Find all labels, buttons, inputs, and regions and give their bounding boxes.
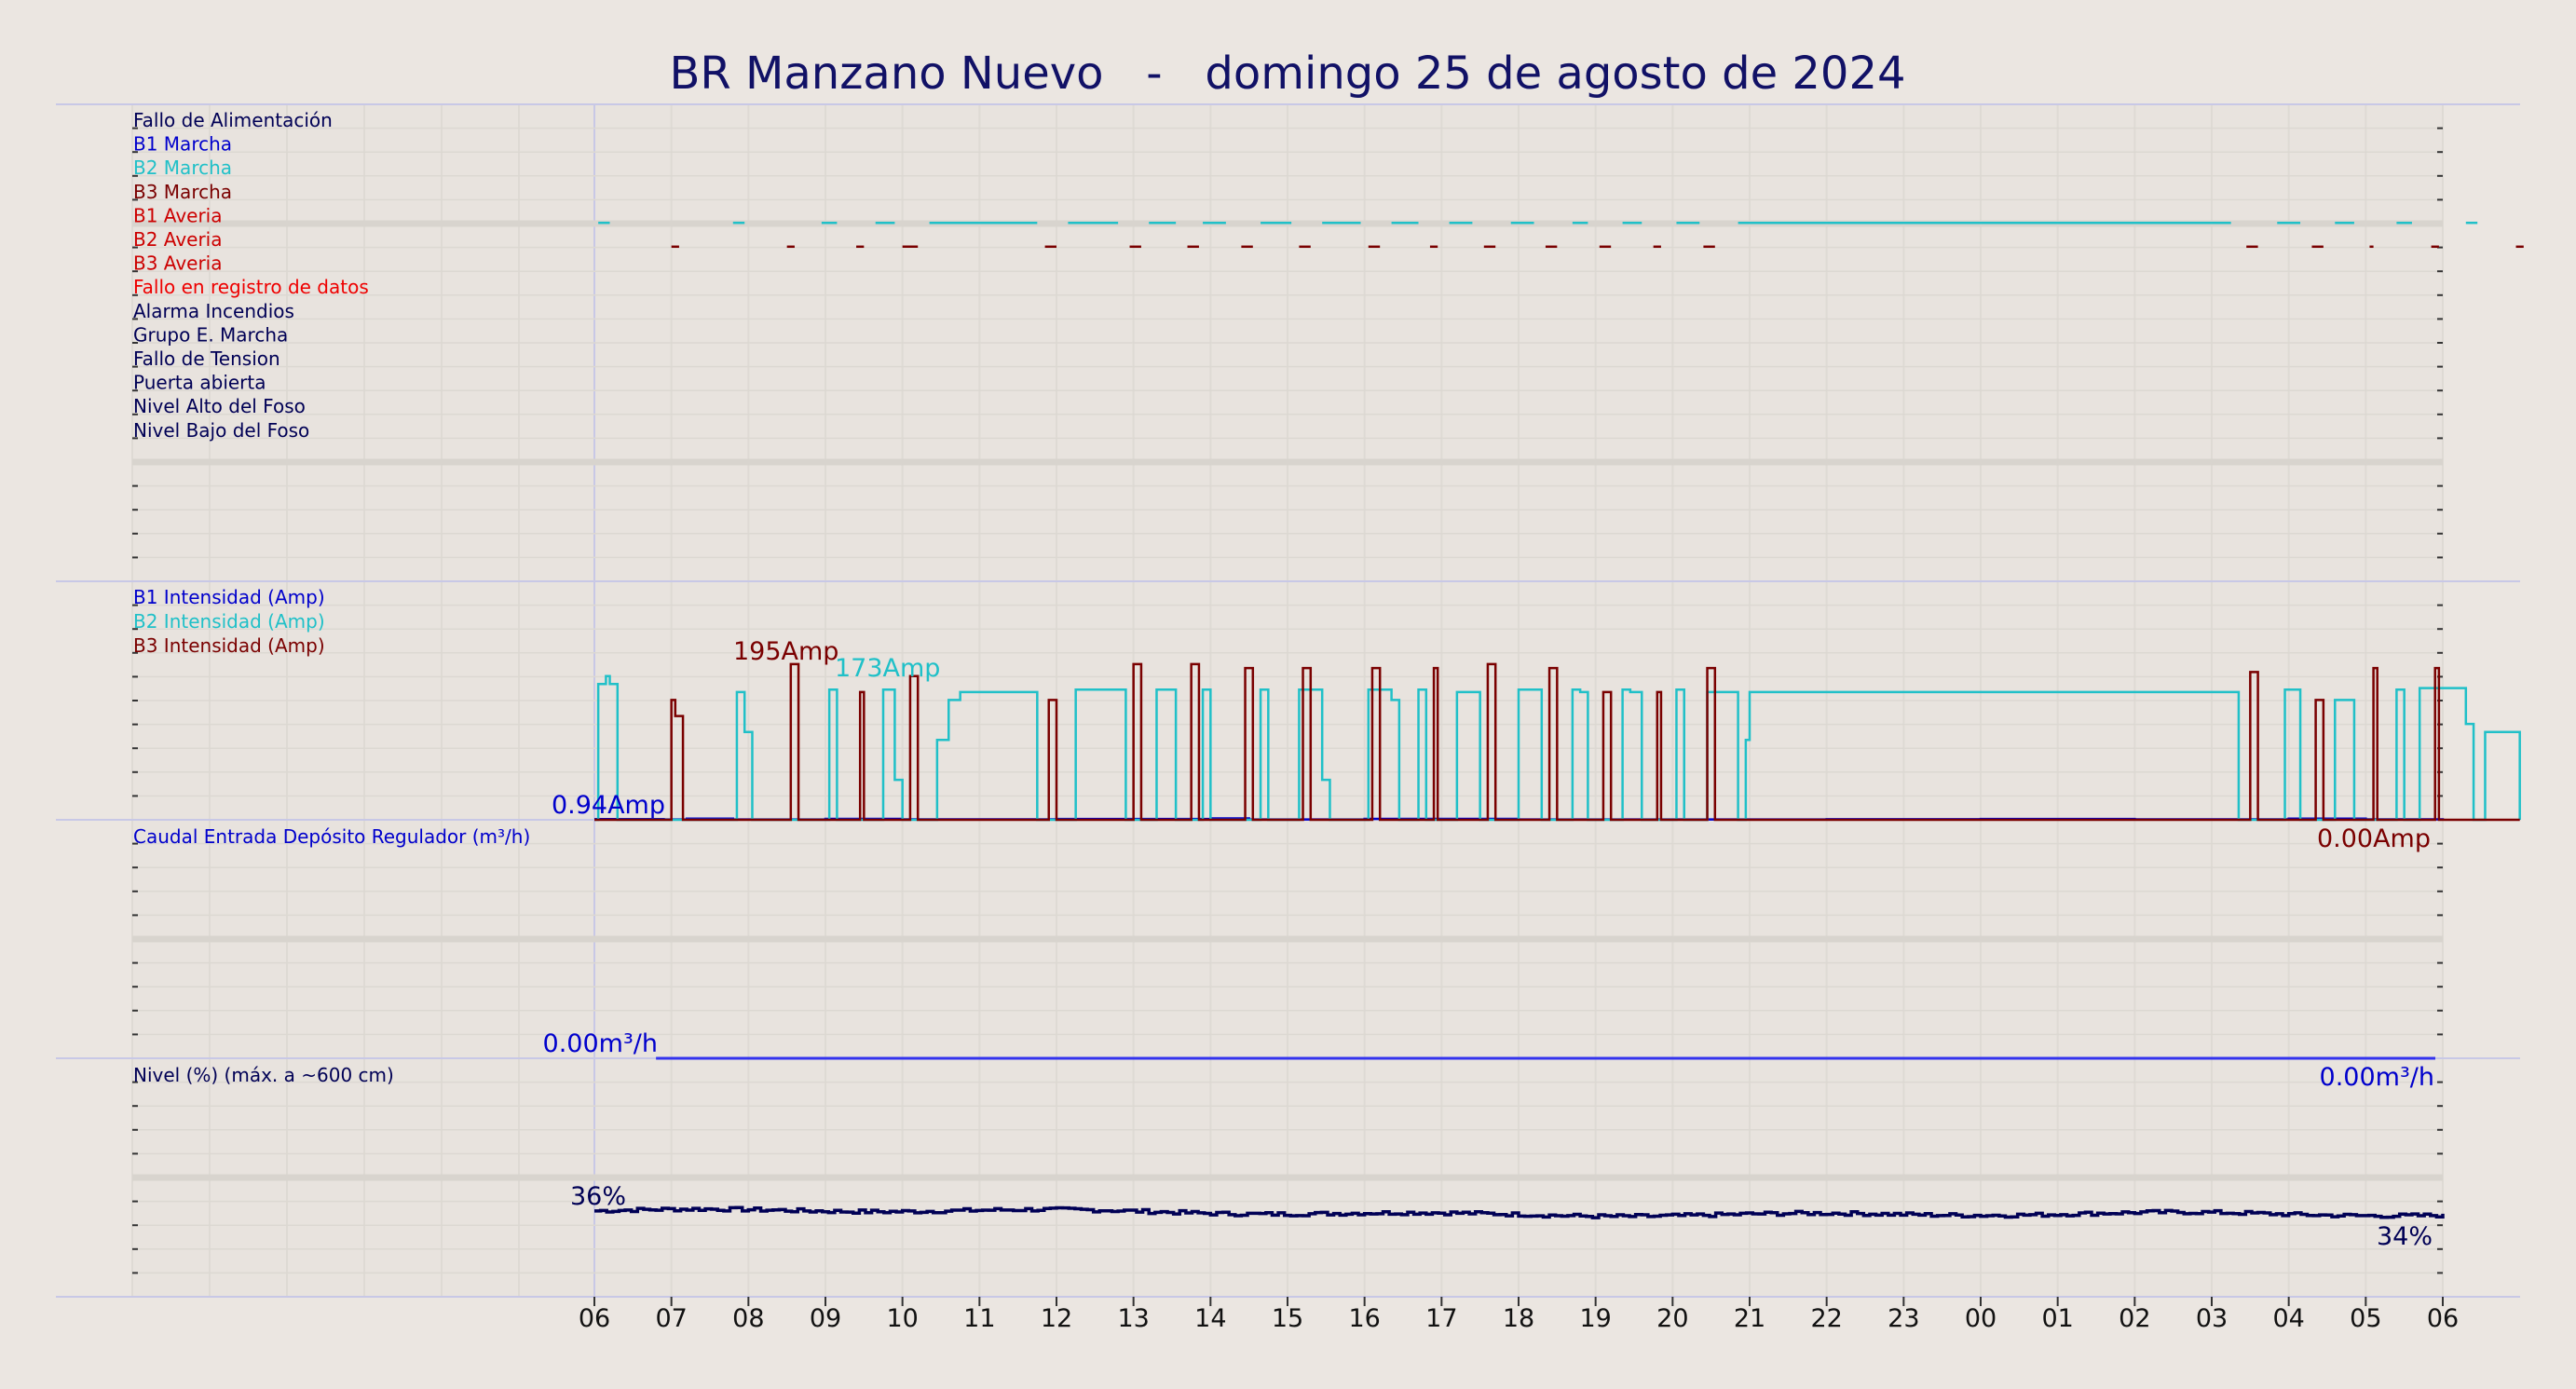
- signal-label: Grupo E. Marcha: [133, 323, 288, 346]
- label-end: 34%: [2377, 1222, 2433, 1251]
- signal-label: B1 Averia: [133, 204, 223, 226]
- x-tick-label: 08: [732, 1304, 764, 1333]
- signal-label: B2 Averia: [133, 228, 223, 251]
- signal-label: B2 Marcha: [133, 157, 232, 179]
- label-start: 0.00m³/h: [543, 1029, 658, 1058]
- series-label: B3 Intensidad (Amp): [133, 634, 325, 657]
- series-label: B1 Intensidad (Amp): [133, 586, 325, 608]
- signal-label: B3 Averia: [133, 252, 223, 275]
- signal-label: B3 Marcha: [133, 181, 232, 203]
- series-line: [594, 1205, 2445, 1219]
- x-axis: 06 07 08 09 10 11 12 13 14 15 16 17 18 19 20 21 22 23 00 01…: [579, 1297, 2459, 1333]
- x-tick-label: 03: [2196, 1304, 2228, 1333]
- x-tick-label: 01: [2041, 1304, 2073, 1333]
- x-tick-label: 13: [1117, 1304, 1149, 1333]
- x-tick-label: 04: [2272, 1304, 2304, 1333]
- x-tick-label: 23: [1888, 1304, 1919, 1333]
- x-tick-label: 17: [1425, 1304, 1457, 1333]
- label-b2-peak: 173Amp: [835, 654, 940, 683]
- x-tick-label: 00: [1965, 1304, 1997, 1333]
- signal-label: Fallo de Alimentación: [133, 109, 333, 131]
- label-end: 0.00m³/h: [2320, 1063, 2434, 1092]
- x-tick-label: 02: [2119, 1304, 2150, 1333]
- x-tick-label: 11: [963, 1304, 995, 1333]
- x-tick-label: 18: [1503, 1304, 1534, 1333]
- signal-label: Fallo en registro de datos: [133, 276, 369, 298]
- signal-label: Nivel Alto del Foso: [133, 395, 306, 417]
- x-tick-label: 15: [1272, 1304, 1303, 1333]
- x-tick-label: 21: [1734, 1304, 1765, 1333]
- x-tick-label: 20: [1656, 1304, 1688, 1333]
- x-tick-label: 22: [1810, 1304, 1842, 1333]
- x-tick-label: 10: [886, 1304, 918, 1333]
- series-label: B2 Intensidad (Amp): [133, 610, 325, 633]
- signal-label: Alarma Incendios: [133, 300, 294, 322]
- x-tick-label: 19: [1579, 1304, 1611, 1333]
- series-label: Caudal Entrada Depósito Regulador (m³/h): [133, 825, 530, 848]
- signal-label: Fallo de Tension: [133, 347, 280, 370]
- series-label: Nivel (%) (máx. a ~600 cm): [133, 1064, 394, 1086]
- signal-label: B1 Marcha: [133, 133, 232, 156]
- x-tick-label: 09: [810, 1304, 841, 1333]
- label-b1-start: 0.94Amp: [552, 791, 665, 820]
- chart-title: BR Manzano Nuevo - domingo 25 de agosto …: [669, 48, 1905, 100]
- x-tick-label: 05: [2350, 1304, 2381, 1333]
- x-tick-label: 16: [1348, 1304, 1380, 1333]
- panel-nivel: Nivel (%) (máx. a ~600 cm) 36% 34%: [133, 1064, 2445, 1251]
- series-line: [594, 662, 2520, 822]
- x-tick-label: 06: [579, 1304, 610, 1333]
- x-tick-label: 14: [1194, 1304, 1226, 1333]
- signal-label: Puerta abierta: [133, 372, 266, 394]
- x-tick-label: 06: [2427, 1304, 2459, 1333]
- panel-caudal: Caudal Entrada Depósito Regulador (m³/h)…: [133, 825, 2435, 1092]
- signal-label: Nivel Bajo del Foso: [133, 419, 309, 442]
- x-tick-label: 12: [1041, 1304, 1072, 1333]
- label-b3-peak: 195Amp: [733, 637, 838, 666]
- x-tick-label: 07: [655, 1304, 687, 1333]
- label-end: 0.00Amp: [2317, 824, 2431, 853]
- label-start: 36%: [570, 1182, 626, 1211]
- panel-intensidad: B1 Intensidad (Amp)B2 Intensidad (Amp)B3…: [133, 586, 2521, 853]
